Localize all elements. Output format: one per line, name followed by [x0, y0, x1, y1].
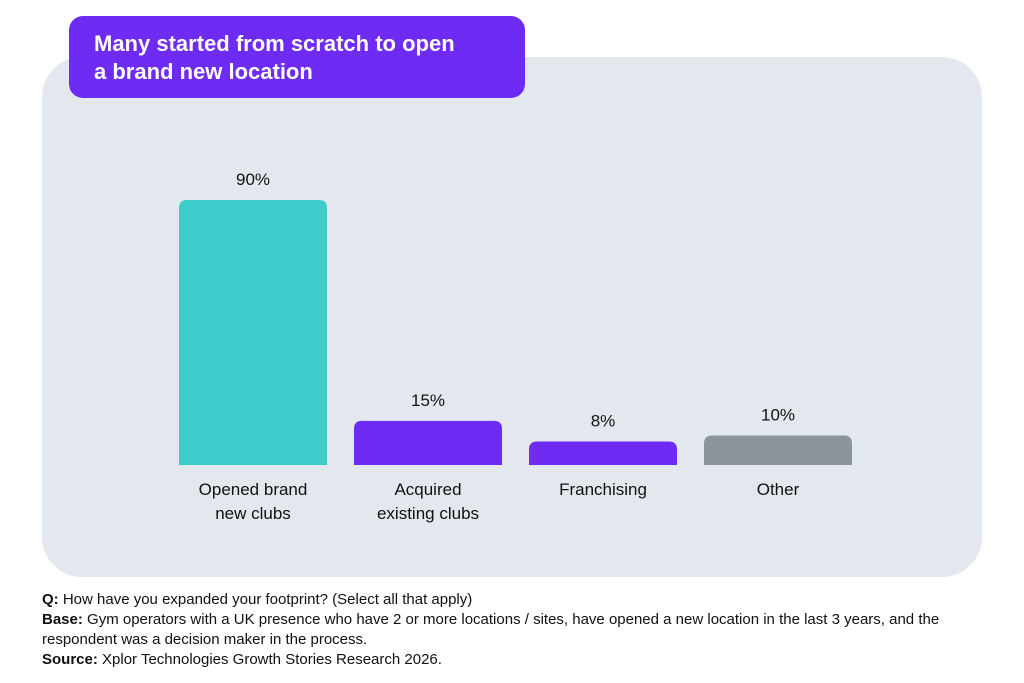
category-label-1: Acquired existing clubs [377, 480, 479, 523]
value-label-2: 8% [591, 411, 616, 430]
source-note: Source: Xplor Technologies Growth Storie… [42, 650, 1002, 670]
category-label-3: Other [757, 480, 800, 499]
chart-title: Many started from scratch to open a bran… [94, 31, 455, 84]
base-text: Gym operators with a UK presence who hav… [42, 611, 940, 648]
category-label-2: Franchising [559, 480, 647, 499]
value-label-0: 90% [236, 170, 270, 189]
question-label: Q: [42, 591, 59, 608]
bar-0 [179, 200, 327, 465]
bar-2 [529, 441, 677, 465]
source-label: Source: [42, 651, 98, 668]
value-label-1: 15% [411, 391, 445, 410]
chart-notes: Q: How have you expanded your footprint?… [42, 590, 1002, 670]
title-banner: Many started from scratch to open a bran… [69, 16, 525, 98]
base-note: Base: Gym operators with a UK presence w… [42, 610, 1002, 650]
bar-3 [704, 435, 852, 465]
question-note: Q: How have you expanded your footprint?… [42, 590, 1002, 610]
category-label-0: Opened brand new clubs [199, 480, 308, 523]
source-text: Xplor Technologies Growth Stories Resear… [102, 651, 442, 668]
value-label-3: 10% [761, 406, 795, 425]
question-text: How have you expanded your footprint? (S… [62, 591, 473, 608]
bar-1 [354, 420, 502, 465]
base-label: Base: [42, 611, 83, 628]
